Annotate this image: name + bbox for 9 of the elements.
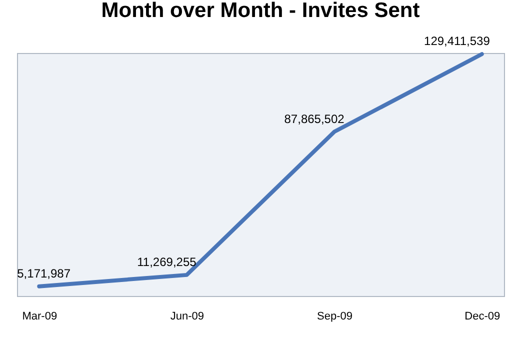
x-tick-label: Jun-09 [170, 310, 204, 322]
data-label: 11,269,255 [137, 254, 197, 269]
x-tick-label: Dec-09 [464, 310, 500, 322]
x-tick-label: Mar-09 [22, 310, 58, 322]
data-label: 87,865,502 [284, 112, 345, 126]
x-tick-label: Sep-09 [317, 310, 353, 322]
chart-title: Month over Month - Invites Sent [101, 0, 420, 22]
data-label: 5,171,987 [17, 266, 71, 280]
data-label: 129,411,539 [424, 34, 490, 48]
